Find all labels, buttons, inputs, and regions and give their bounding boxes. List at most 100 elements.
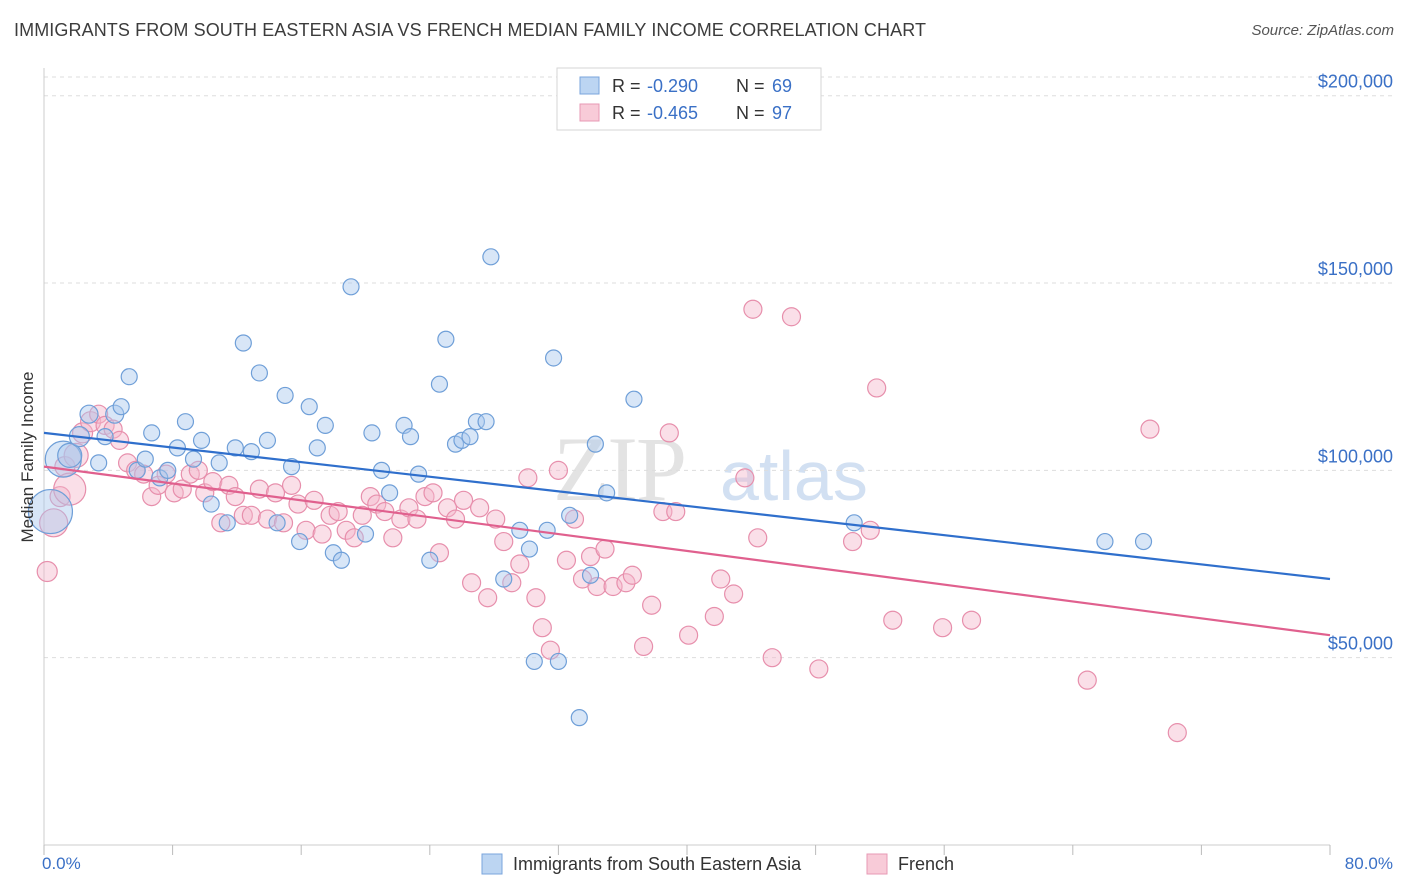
series-legend-swatch-pink xyxy=(866,853,888,875)
french-point xyxy=(49,485,71,508)
french-point xyxy=(203,472,223,492)
french-point xyxy=(407,509,427,529)
sea-point xyxy=(549,652,568,671)
sea-point xyxy=(258,431,277,449)
french-point xyxy=(211,513,231,533)
legend-n-value-pink: 97 xyxy=(772,103,792,123)
sea-point xyxy=(482,248,500,266)
sea-point xyxy=(316,416,334,435)
sea-point xyxy=(210,454,228,472)
sea-point xyxy=(136,450,154,468)
french-point xyxy=(809,659,829,679)
sea-point xyxy=(159,461,177,479)
french-point xyxy=(666,501,686,522)
french-point xyxy=(437,498,458,518)
french-point xyxy=(336,520,356,540)
french-point xyxy=(281,475,302,495)
x-ticks xyxy=(43,845,1331,855)
sea-point xyxy=(332,551,350,569)
series-legend-label-pink: French xyxy=(898,854,954,874)
series-legend-swatch-blue xyxy=(481,853,503,875)
y-tick-label: $50,000 xyxy=(1328,634,1393,654)
sea-point xyxy=(276,386,294,405)
sea-point xyxy=(290,532,309,551)
french-point xyxy=(748,528,768,548)
sea-point xyxy=(467,413,486,431)
sea-point xyxy=(356,525,375,543)
french-point xyxy=(603,576,623,597)
french-point xyxy=(510,554,530,574)
french-point xyxy=(711,569,731,589)
sea-point xyxy=(1096,532,1114,551)
french-point xyxy=(867,378,887,398)
series-legend-label-blue: Immigrants from South Eastern Asia xyxy=(513,854,802,874)
french-point xyxy=(548,460,569,480)
french-point xyxy=(63,442,89,468)
french-point xyxy=(470,498,490,518)
french-point xyxy=(265,483,286,503)
french-point xyxy=(616,573,636,593)
french-point xyxy=(53,472,87,506)
stats-legend-box xyxy=(556,67,822,131)
french-point xyxy=(679,625,699,645)
french-points xyxy=(36,299,1187,743)
sea-point xyxy=(342,278,360,296)
sea-point xyxy=(202,495,220,513)
french-point xyxy=(1167,723,1187,743)
french-point xyxy=(360,486,380,507)
y-tick-label: $150,000 xyxy=(1318,259,1393,279)
french-point xyxy=(257,509,278,529)
french-point xyxy=(328,501,348,522)
sea-point xyxy=(401,428,420,446)
french-point xyxy=(453,490,474,510)
french-point xyxy=(932,618,953,638)
french-point xyxy=(842,531,863,552)
sea-point xyxy=(421,551,439,569)
french-point xyxy=(1140,419,1160,439)
french-point xyxy=(556,550,577,570)
french-trend-line xyxy=(43,465,1331,637)
legend-r-label-pink: R = xyxy=(612,103,646,123)
sea-point xyxy=(430,375,449,393)
sea-point xyxy=(176,413,195,431)
french-point xyxy=(743,299,763,319)
french-point xyxy=(762,648,782,668)
legend-n-value-blue: 69 xyxy=(772,76,792,96)
sea-point xyxy=(226,439,244,457)
french-point xyxy=(142,486,162,507)
source-label: Source: ZipAtlas.com xyxy=(1251,22,1394,39)
sea-point xyxy=(192,431,211,449)
sea-point xyxy=(112,398,130,416)
sea-point xyxy=(1134,532,1153,551)
sea-point xyxy=(79,404,99,424)
french-point xyxy=(961,610,982,630)
sea-point xyxy=(300,398,318,416)
french-point xyxy=(735,468,755,488)
sea-point xyxy=(143,424,161,442)
series-legend: Immigrants from South Eastern Asia Frenc… xyxy=(481,853,954,875)
french-point xyxy=(478,588,498,608)
x-tick-label-min: 0.0% xyxy=(42,854,81,873)
sea-point xyxy=(586,435,604,453)
french-point xyxy=(486,509,506,529)
french-point xyxy=(288,494,308,514)
sea-point xyxy=(477,413,495,431)
french-point xyxy=(296,520,316,540)
y-axis-label: Median Family Income xyxy=(18,371,37,542)
french-point xyxy=(526,588,546,608)
french-point xyxy=(461,573,482,593)
french-point xyxy=(860,520,880,540)
sea-point xyxy=(544,349,563,367)
french-point xyxy=(659,423,679,443)
sea-point xyxy=(96,428,114,446)
sea-point xyxy=(90,454,108,472)
legend-n-label-pink: N = xyxy=(736,103,770,123)
sea-points xyxy=(27,248,1153,727)
legend-r-value-blue: -0.290 xyxy=(647,76,698,96)
sea-point xyxy=(282,458,301,476)
stats-legend: R = -0.290 N = 69 R = -0.465 N = 97 xyxy=(556,67,822,131)
french-point xyxy=(781,307,802,327)
sea-point xyxy=(308,439,326,457)
french-point xyxy=(352,505,372,525)
